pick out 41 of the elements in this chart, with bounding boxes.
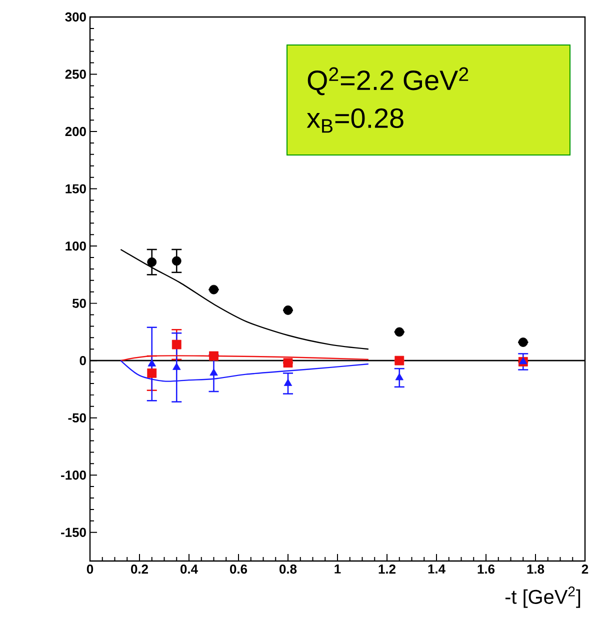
y-tick-label: 0 xyxy=(80,356,86,366)
x-tick-label: 1 xyxy=(334,564,341,574)
x-tick-label: 1.6 xyxy=(478,564,495,574)
y-tick-label: 50 xyxy=(72,298,86,308)
point xyxy=(172,256,182,266)
point xyxy=(172,340,182,350)
y-tick-label: -100 xyxy=(61,470,86,480)
annotation: x$_{B}$=0.28 xyxy=(306,108,404,133)
y-tick-label: 250 xyxy=(65,70,86,79)
x-tick-label: 1.2 xyxy=(378,564,396,574)
x-tick-label: 0.6 xyxy=(230,564,248,574)
point xyxy=(394,327,404,337)
point xyxy=(283,358,293,368)
y-tick-label: 200 xyxy=(65,126,86,136)
point xyxy=(394,356,404,366)
point xyxy=(518,338,528,347)
point xyxy=(147,368,157,378)
x-tick-label: 0.8 xyxy=(280,564,297,574)
point xyxy=(147,257,157,267)
point xyxy=(172,362,181,370)
y-tick-label: -150 xyxy=(61,528,86,537)
point xyxy=(209,351,218,361)
point xyxy=(283,305,293,315)
x-tick-label: 2 xyxy=(582,564,588,574)
x-tick-label: 1.8 xyxy=(527,564,544,574)
y-tick-label: 300 xyxy=(65,12,86,22)
annotation: Q$^{2}$=2.2 GeV$^{2}$ xyxy=(308,67,468,96)
line-series xyxy=(120,248,370,350)
x-tick-label: 0.4 xyxy=(180,564,198,574)
point xyxy=(209,284,218,294)
point xyxy=(284,378,292,386)
y-tick-label: -50 xyxy=(68,413,86,422)
point xyxy=(210,368,218,376)
y-tick-label: 150 xyxy=(66,184,86,194)
point xyxy=(395,373,404,380)
x-tick-label: 1.4 xyxy=(428,564,446,574)
y-tick-label: 100 xyxy=(66,241,86,251)
x-tick-label: 0.2 xyxy=(131,564,148,574)
x-axis-title: -t [GeV$^{2}$] xyxy=(505,586,580,608)
point xyxy=(148,359,156,366)
x-tick-label: 0 xyxy=(86,564,94,574)
